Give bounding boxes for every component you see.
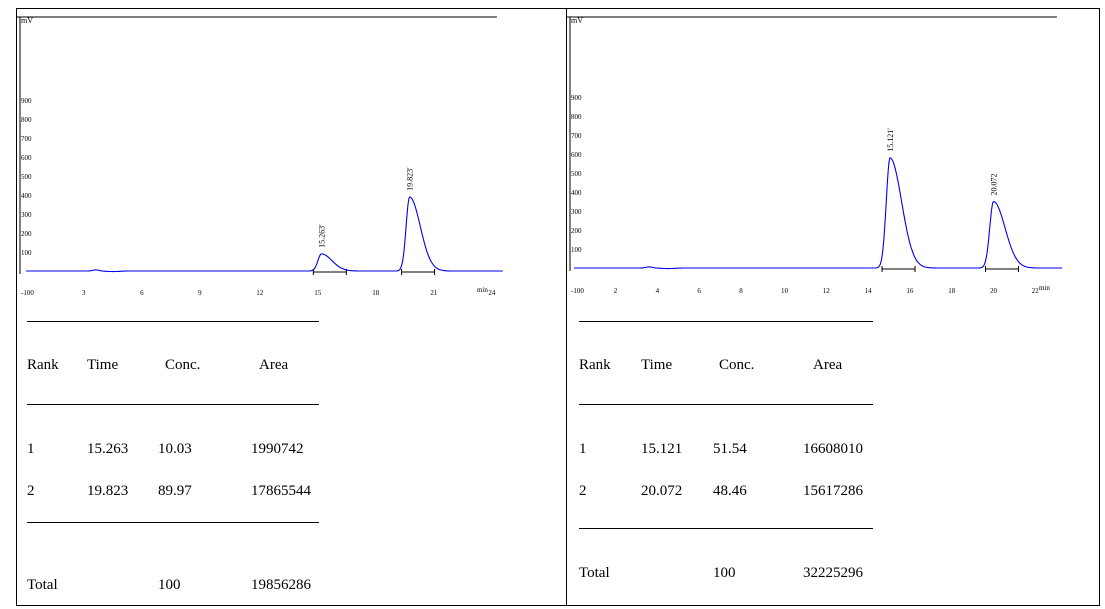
left-panel: mV 900 800 700 600 500 400 300 200 100 -100 3 6 9 12 15… [17,9,566,605]
x-tick-label: 15 [314,289,322,297]
header-area: Area [813,357,843,373]
y-tick-label: 600 [571,151,582,159]
y-tick-label: -100 [571,287,584,295]
y-tick-label: 100 [21,249,32,257]
table-rule-bottom [27,522,319,523]
row1-time: 15.263 [87,441,129,457]
x-unit-label: min [1039,284,1050,292]
y-tick-label: 900 [21,97,32,105]
row1-conc: 10.03 [158,441,192,457]
row1-rank: 1 [579,441,587,457]
y-tick-label: 300 [571,208,582,216]
x-tick-label: 18 [948,287,956,295]
row1-rank: 1 [27,441,35,457]
y-unit-label: mV [21,16,33,25]
peak-label: 19.823' [406,167,415,191]
y-tick-label: 500 [21,173,32,181]
total-area: 32225296 [803,565,863,581]
total-label: Total [579,565,610,581]
x-tick-label: 21 [430,289,438,297]
figure-frame: mV 900 800 700 600 500 400 300 200 100 -100 3 6 9 12 15… [16,8,1100,606]
y-tick-label: 400 [21,192,32,200]
row2-area: 17865544 [251,483,311,499]
y-tick-label: 800 [571,113,582,121]
x-tick-label: 20 [990,287,998,295]
total-label: Total [27,577,58,593]
y-tick-label: 800 [21,116,32,124]
table-rule-bottom [579,528,873,529]
total-conc: 100 [158,577,181,593]
peak-label: 20.072 [990,174,999,196]
peak-label: 15.121' [886,128,895,152]
x-tick-label: 6 [697,287,701,295]
y-tick-label: -100 [21,289,34,297]
header-conc: Conc. [165,357,201,373]
x-tick-label: 18 [372,289,380,297]
row1-area: 1990742 [251,441,304,457]
row2-time: 20.072 [641,483,683,499]
signal-trace [26,196,503,273]
right-chromatogram: mV 900 800 700 600 500 400 300 200 100 -100 2 4 6 8 10 1… [567,16,1063,295]
x-tick-label: 14 [865,287,873,295]
x-tick-label: 16 [906,287,914,295]
row2-area: 15617286 [803,483,863,499]
table-rule-top [579,321,873,322]
header-rank: Rank [579,357,611,373]
header-conc: Conc. [719,357,755,373]
row2-time: 19.823 [87,483,129,499]
x-tick-label: 9 [198,289,202,297]
y-tick-label: 900 [571,94,582,102]
x-tick-label: 6 [140,289,144,297]
y-unit-label: mV [571,16,583,25]
table-rule-top [27,321,319,322]
y-tick-label: 200 [21,230,32,238]
x-tick-label: 10 [781,287,789,295]
row2-rank: 2 [579,483,587,499]
header-rank: Rank [27,357,59,373]
y-tick-label: 200 [571,227,582,235]
left-chromatogram: mV 900 800 700 600 500 400 300 200 100 -100 3 6 9 12 15… [17,16,503,297]
row2-conc: 89.97 [158,483,192,499]
x-tick-label: 12 [256,289,264,297]
y-tick-label: 700 [21,135,32,143]
row2-rank: 2 [27,483,35,499]
peak-label: 15.263' [317,224,326,248]
panel-divider [566,9,567,605]
x-tick-label: 22 [1032,287,1040,295]
x-tick-label: 24 [488,289,496,297]
y-tick-label: 100 [571,246,582,254]
x-tick-label: 8 [739,287,743,295]
x-tick-label: 3 [82,289,86,297]
right-panel: mV 900 800 700 600 500 400 300 200 100 -100 2 4 6 8 10 1… [567,9,1101,605]
y-tick-label: 300 [21,211,32,219]
x-tick-label: 12 [823,287,831,295]
x-tick-label: 4 [656,287,660,295]
header-time: Time [641,357,673,373]
header-time: Time [87,357,119,373]
y-tick-label: 400 [571,189,582,197]
y-tick-label: 600 [21,154,32,162]
signal-trace [574,157,1063,270]
row1-conc: 51.54 [713,441,747,457]
total-conc: 100 [713,565,736,581]
header-area: Area [259,357,289,373]
table-rule-mid [27,404,319,405]
row1-area: 16608010 [803,441,863,457]
x-unit-label: min [477,286,488,294]
table-rule-mid [579,404,873,405]
y-tick-label: 700 [571,132,582,140]
row2-conc: 48.46 [713,483,747,499]
x-tick-label: 2 [614,287,618,295]
y-tick-label: 500 [571,170,582,178]
row1-time: 15.121 [641,441,683,457]
total-area: 19856286 [251,577,311,593]
